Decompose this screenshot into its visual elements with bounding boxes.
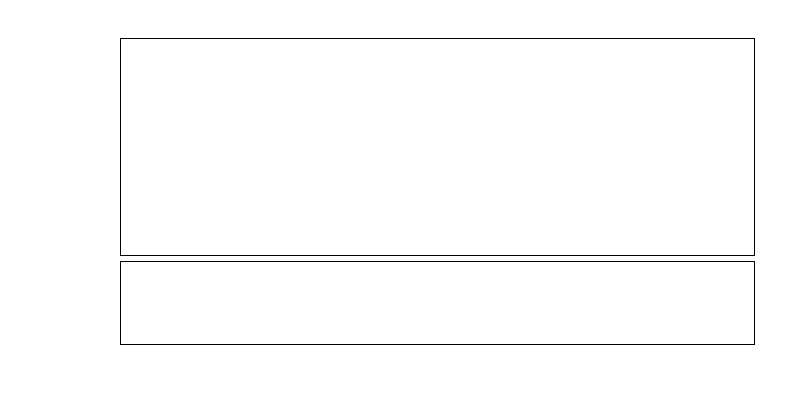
error-plot-frame: [120, 261, 755, 345]
spectrum-plot-frame: [120, 38, 755, 256]
error-panel: [120, 261, 755, 345]
spectrum-panel: [120, 38, 755, 256]
